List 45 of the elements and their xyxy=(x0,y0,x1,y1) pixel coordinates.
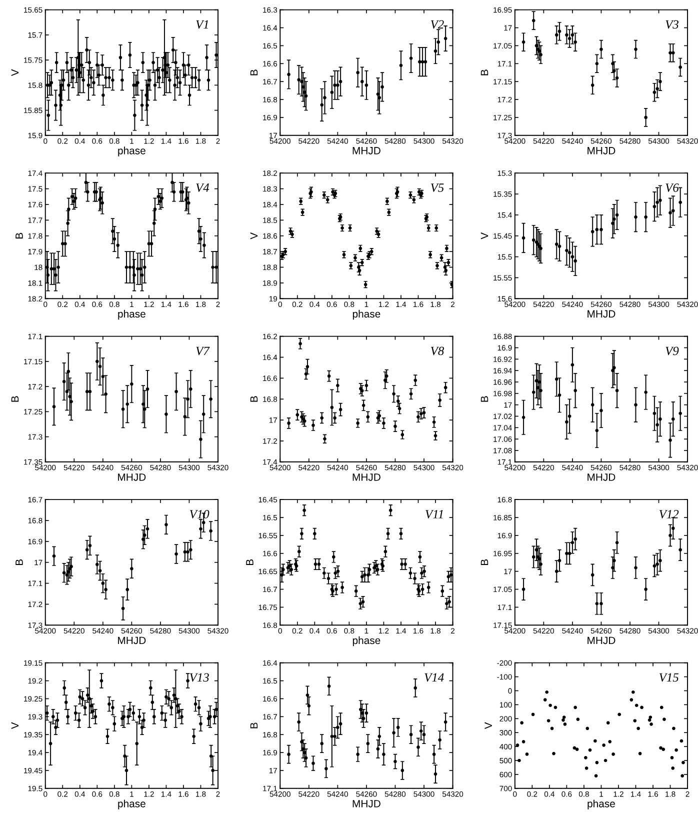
x-axis-title: phase xyxy=(118,310,146,320)
text: V9 xyxy=(666,346,679,356)
text: V15 xyxy=(659,673,679,682)
x-axis-title: phase xyxy=(118,800,146,810)
text: V7 xyxy=(196,346,210,356)
x-axis-title: phase xyxy=(118,146,146,156)
x-axis-title: phase xyxy=(352,636,380,646)
y-axis-title: V xyxy=(480,232,488,240)
y-axis-title: V xyxy=(484,722,492,730)
x-axis-title: MHJD xyxy=(352,800,380,808)
text: V5 xyxy=(430,184,444,192)
y-axis-title: V xyxy=(250,232,258,240)
x-axis-title: MHJD xyxy=(588,474,616,481)
x-axis-title: MHJD xyxy=(352,147,380,154)
text: V2 xyxy=(430,20,444,29)
y-axis-title: B xyxy=(16,559,23,565)
text: V4 xyxy=(196,184,210,192)
y-axis-title: B xyxy=(480,70,488,76)
x-axis-title: MHJD xyxy=(588,310,616,318)
y-axis-title: B xyxy=(250,396,258,402)
text: V1 xyxy=(196,20,208,29)
text: V10 xyxy=(190,510,210,518)
y-axis-title: B xyxy=(16,232,23,238)
y-axis-title: V xyxy=(11,69,19,76)
text: V13 xyxy=(190,673,209,682)
text: V6 xyxy=(666,184,679,192)
x-axis-title: MHJD xyxy=(118,474,146,481)
x-axis-title: phase xyxy=(352,310,380,320)
text: V11 xyxy=(426,510,443,518)
y-axis-title: B xyxy=(480,396,488,402)
x-axis-title: MHJD xyxy=(118,636,146,644)
y-axis-title: B xyxy=(480,559,488,565)
text: V3 xyxy=(666,20,678,29)
y-axis-title: B xyxy=(250,70,258,76)
x-axis-title: MHJD xyxy=(588,147,616,154)
y-axis-title: B xyxy=(250,722,258,728)
text: V8 xyxy=(430,346,444,356)
text: V12 xyxy=(659,510,679,518)
y-axis-title: B xyxy=(11,396,19,402)
y-axis-title: B xyxy=(246,559,254,565)
text: V14 xyxy=(424,673,444,682)
y-axis-title: V xyxy=(11,722,19,730)
x-axis-title: MHJD xyxy=(588,636,616,644)
x-axis-title: MHJD xyxy=(352,474,380,481)
x-axis-title: phase xyxy=(588,800,615,810)
